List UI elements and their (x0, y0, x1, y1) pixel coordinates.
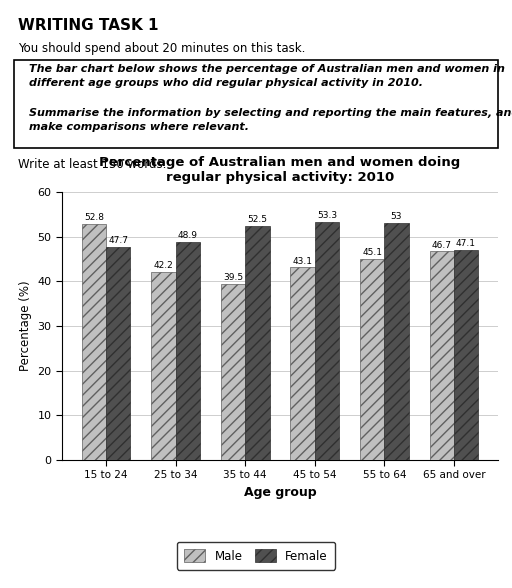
Text: 52.8: 52.8 (84, 213, 104, 222)
Text: 47.7: 47.7 (109, 236, 129, 245)
Text: 46.7: 46.7 (432, 240, 452, 250)
Title: Percentage of Australian men and women doing
regular physical activity: 2010: Percentage of Australian men and women d… (99, 156, 461, 184)
Legend: Male, Female: Male, Female (177, 542, 335, 570)
Text: 47.1: 47.1 (456, 239, 476, 248)
Text: 39.5: 39.5 (223, 273, 243, 282)
Bar (360, 259, 385, 460)
Bar (82, 224, 106, 460)
Bar (290, 268, 315, 460)
Bar (315, 222, 339, 460)
Bar (106, 247, 131, 460)
Text: 48.9: 48.9 (178, 231, 198, 240)
Text: 45.1: 45.1 (362, 248, 382, 257)
Text: 43.1: 43.1 (292, 257, 313, 266)
Text: 52.5: 52.5 (247, 215, 267, 223)
Bar (245, 226, 270, 460)
Text: The bar chart below shows the percentage of Australian men and women in
differen: The bar chart below shows the percentage… (29, 65, 504, 88)
Bar (176, 242, 200, 460)
Bar (454, 250, 478, 460)
Bar (430, 252, 454, 460)
Text: Write at least 150 words.: Write at least 150 words. (18, 158, 166, 171)
Text: WRITING TASK 1: WRITING TASK 1 (18, 18, 159, 33)
Text: 53.3: 53.3 (317, 211, 337, 220)
Text: You should spend about 20 minutes on this task.: You should spend about 20 minutes on thi… (18, 42, 305, 55)
Bar (221, 283, 245, 460)
FancyBboxPatch shape (14, 60, 498, 148)
Text: Summarise the information by selecting and reporting the main features, and
make: Summarise the information by selecting a… (29, 108, 512, 132)
Y-axis label: Percentage (%): Percentage (%) (19, 280, 32, 371)
X-axis label: Age group: Age group (244, 486, 316, 499)
Text: 42.2: 42.2 (154, 260, 174, 270)
Bar (385, 223, 409, 460)
Bar (152, 272, 176, 460)
Text: 53: 53 (391, 212, 402, 222)
